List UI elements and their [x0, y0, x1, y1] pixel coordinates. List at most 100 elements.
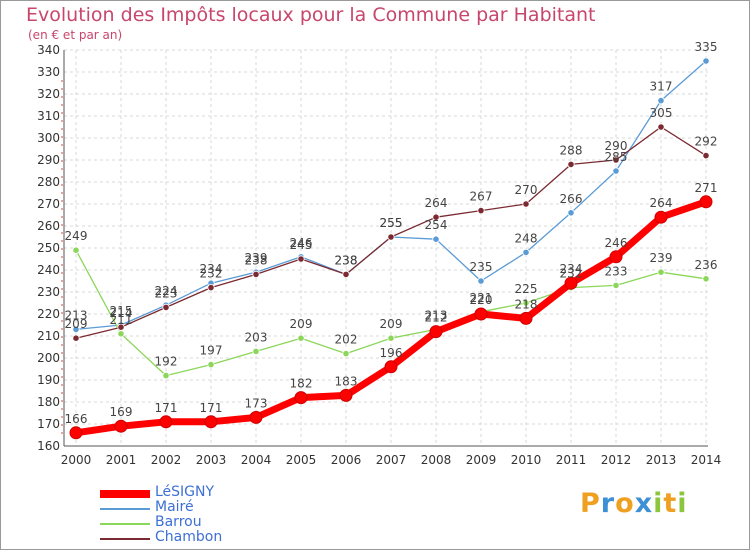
- data-label: 224: [155, 284, 178, 298]
- y-tick-label: 230: [37, 285, 60, 299]
- data-point: [474, 307, 488, 321]
- data-label: 264: [425, 196, 448, 210]
- x-tick-label: 2001: [106, 453, 137, 467]
- data-point: [72, 246, 80, 254]
- data-label: 246: [290, 236, 313, 250]
- data-point: [567, 209, 575, 217]
- data-label: 221: [470, 291, 493, 305]
- data-point: [429, 325, 443, 339]
- data-point: [69, 426, 83, 440]
- data-label: 169: [110, 405, 133, 419]
- data-point: [609, 250, 623, 264]
- data-point: [384, 360, 398, 374]
- data-label: 214: [110, 306, 133, 320]
- data-label: 225: [515, 282, 538, 296]
- data-point: [207, 360, 215, 369]
- data-point: [657, 268, 665, 276]
- data-label: 232: [560, 267, 583, 281]
- data-label: 239: [245, 251, 268, 265]
- y-tick-label: 310: [37, 109, 60, 123]
- data-point: [72, 334, 80, 342]
- data-label: 182: [290, 377, 313, 391]
- data-label: 292: [695, 135, 718, 149]
- y-tick-label: 330: [37, 65, 60, 79]
- data-label: 335: [695, 40, 718, 54]
- y-tick-label: 250: [37, 241, 60, 255]
- data-label: 267: [470, 190, 493, 204]
- data-label: 234: [200, 262, 223, 276]
- data-point: [477, 277, 485, 285]
- data-point: [297, 334, 305, 342]
- data-label: 232: [200, 267, 223, 281]
- data-label: 213: [425, 308, 448, 322]
- y-tick-label: 290: [37, 153, 60, 167]
- data-point: [702, 275, 710, 283]
- data-point: [162, 303, 170, 311]
- data-label: 270: [515, 183, 538, 197]
- data-label: 183: [335, 374, 358, 388]
- data-point: [342, 349, 350, 358]
- logo-letter: t: [663, 488, 678, 519]
- data-point: [207, 283, 215, 292]
- data-label: 234: [560, 262, 583, 276]
- data-label: 209: [290, 317, 313, 331]
- y-tick-label: 170: [37, 417, 60, 431]
- data-point: [522, 200, 530, 208]
- data-point: [387, 233, 395, 241]
- data-label: 218: [515, 297, 538, 311]
- x-tick-label: 2005: [286, 453, 317, 467]
- data-label: 192: [155, 355, 178, 369]
- y-tick-label: 280: [37, 175, 60, 189]
- legend-swatch: [100, 508, 150, 510]
- data-label: 255: [380, 216, 403, 230]
- data-label: 235: [470, 260, 493, 274]
- legend-label: Barrou: [155, 514, 202, 530]
- y-tick-label: 300: [37, 131, 60, 145]
- data-label: 202: [335, 333, 358, 347]
- y-tick-label: 240: [37, 263, 60, 277]
- y-tick-label: 210: [37, 329, 60, 343]
- data-label: 271: [695, 181, 718, 195]
- data-point: [387, 334, 395, 342]
- data-point: [567, 160, 575, 168]
- data-point: [204, 415, 218, 429]
- data-point: [342, 270, 350, 278]
- data-point: [252, 270, 260, 278]
- data-point: [612, 156, 620, 164]
- data-point: [432, 213, 440, 221]
- logo-letter: P: [580, 488, 601, 519]
- legend-label: Mairé: [155, 499, 194, 515]
- x-tick-label: 2013: [646, 453, 677, 467]
- data-label: 236: [695, 258, 718, 272]
- data-point: [654, 210, 668, 224]
- y-tick-label: 320: [37, 87, 60, 101]
- data-label: 245: [290, 238, 313, 252]
- data-label: 215: [110, 304, 133, 318]
- data-point: [117, 323, 125, 331]
- x-tick-label: 2014: [691, 453, 722, 467]
- data-label: 239: [650, 251, 673, 265]
- chart-subtitle: (en € et par an): [28, 28, 123, 42]
- y-tick-label: 160: [37, 439, 60, 453]
- y-tick-label: 180: [37, 395, 60, 409]
- data-point: [657, 123, 665, 131]
- legend-label: LéSIGNY: [155, 484, 215, 500]
- data-label: 211: [110, 313, 133, 327]
- data-point: [519, 311, 533, 325]
- data-label: 212: [425, 311, 448, 325]
- chart-title: Evolution des Impôts locaux pour la Comm…: [26, 4, 596, 26]
- x-tick-label: 2009: [466, 453, 497, 467]
- logo-letter: x: [634, 488, 654, 519]
- legend-swatch: [100, 490, 150, 498]
- data-label: 285: [605, 150, 628, 164]
- y-tick-label: 260: [37, 219, 60, 233]
- data-point: [612, 281, 620, 289]
- data-label: 238: [335, 253, 358, 267]
- data-point: [432, 235, 440, 243]
- data-label: 203: [245, 330, 268, 344]
- legend-swatch: [100, 538, 150, 540]
- data-point: [522, 299, 530, 307]
- data-label: 233: [605, 264, 628, 278]
- logo-letter: o: [615, 488, 635, 519]
